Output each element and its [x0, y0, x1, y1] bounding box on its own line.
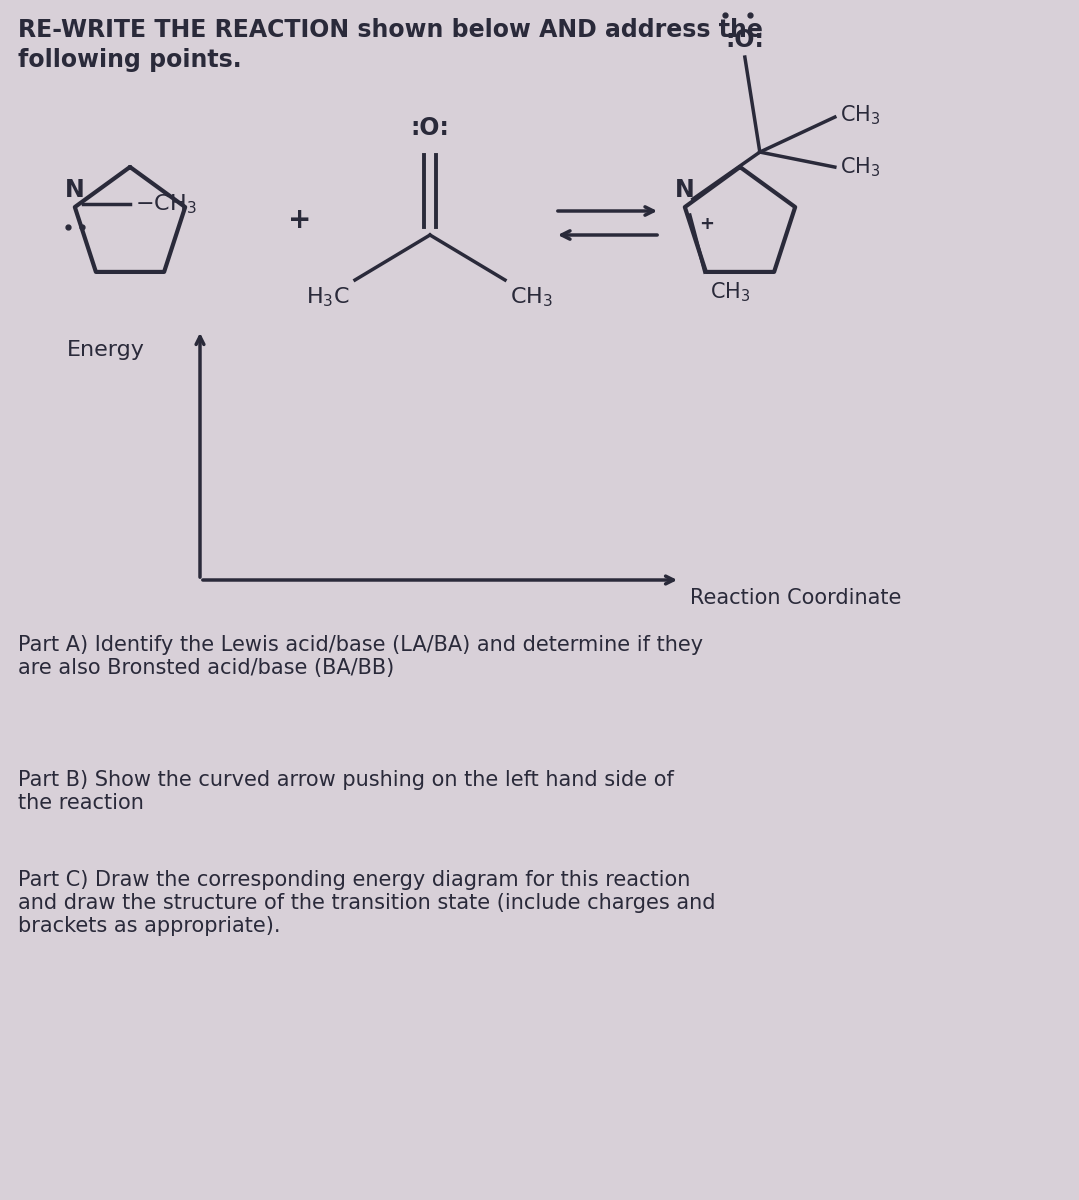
Text: following points.: following points.	[18, 48, 242, 72]
Text: Part A) Identify the Lewis acid/base (LA/BA) and determine if they
are also Bron: Part A) Identify the Lewis acid/base (LA…	[18, 635, 704, 678]
Text: CH$_3$: CH$_3$	[839, 155, 880, 179]
Text: CH$_3$: CH$_3$	[710, 280, 750, 304]
Text: $-$CH$_3$: $-$CH$_3$	[135, 192, 196, 216]
Text: CH$_3$: CH$_3$	[839, 103, 880, 127]
Text: N: N	[65, 178, 85, 202]
Text: :O:: :O:	[725, 28, 764, 52]
Text: Part C) Draw the corresponding energy diagram for this reaction
and draw the str: Part C) Draw the corresponding energy di…	[18, 870, 715, 936]
Text: CH$_3$: CH$_3$	[510, 284, 552, 308]
Text: RE-WRITE THE REACTION shown below AND address the: RE-WRITE THE REACTION shown below AND ad…	[18, 18, 763, 42]
Text: Reaction Coordinate: Reaction Coordinate	[689, 588, 901, 608]
Text: +: +	[699, 215, 714, 233]
Text: Energy: Energy	[67, 340, 145, 360]
Text: Part B) Show the curved arrow pushing on the left hand side of
the reaction: Part B) Show the curved arrow pushing on…	[18, 770, 674, 814]
Text: +: +	[288, 206, 312, 234]
Text: H$_3$C: H$_3$C	[306, 284, 350, 308]
Text: :O:: :O:	[411, 116, 450, 140]
Text: N: N	[675, 178, 695, 202]
